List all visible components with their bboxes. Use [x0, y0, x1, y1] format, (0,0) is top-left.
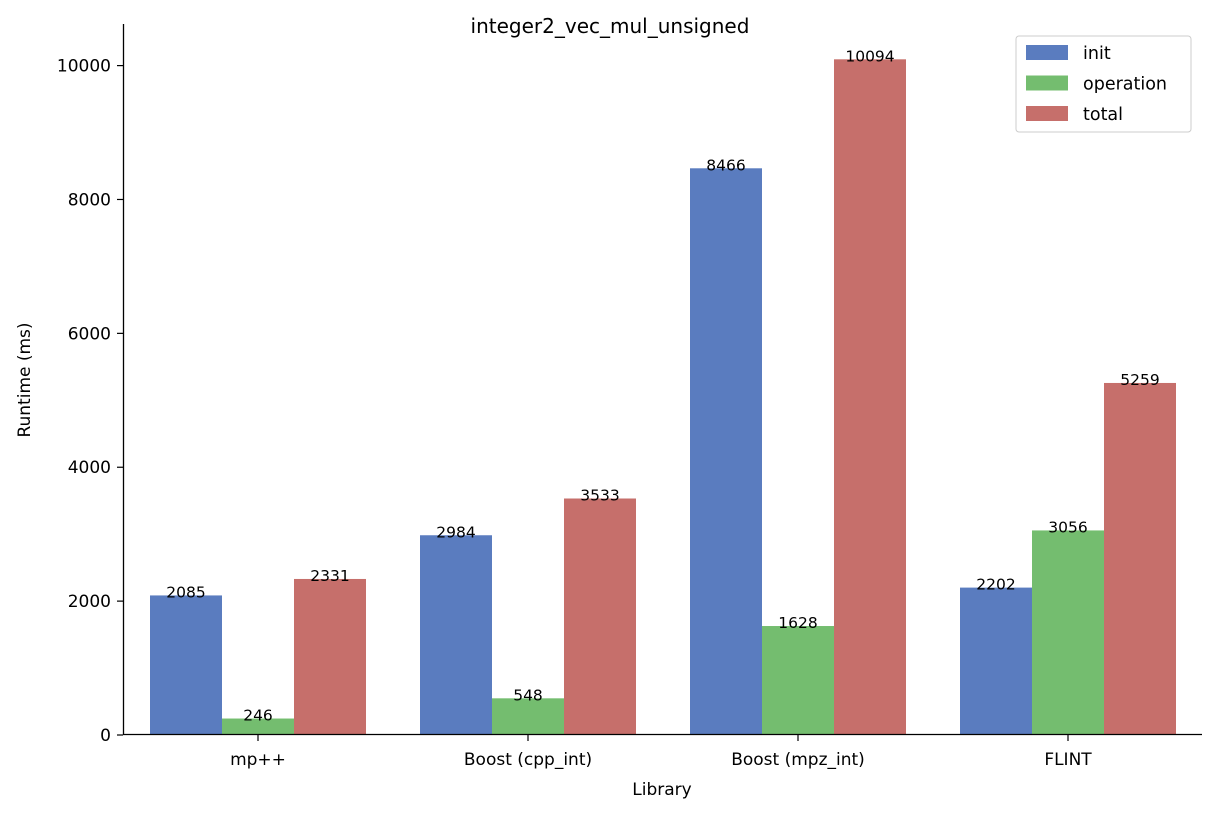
- y-tick-label: 6000: [68, 324, 111, 344]
- legend-swatch-total: [1026, 106, 1068, 121]
- x-tick-label: Boost (cpp_int): [464, 750, 592, 770]
- bar-init-0: [150, 595, 222, 735]
- bar-init-2: [690, 168, 762, 736]
- bar-total-0: [294, 578, 366, 735]
- bar-labels-group: 2085 246 2331 2984 548 3533 8466 1628 10094 2202 3…: [166, 47, 1159, 724]
- bar-init-1: [420, 535, 492, 735]
- bars-group: [150, 59, 1176, 736]
- bar-value-label: 3533: [580, 487, 619, 505]
- bar-value-label: 2085: [166, 583, 205, 601]
- y-tick-label: 0: [100, 726, 111, 746]
- x-tick-label: FLINT: [1044, 750, 1092, 770]
- bar-init-3: [960, 587, 1032, 735]
- x-tick-label: Boost (mpz_int): [731, 750, 865, 770]
- y-tick-label: 8000: [68, 190, 111, 210]
- chart-title: integer2_vec_mul_unsigned: [471, 14, 750, 38]
- bar-value-label: 548: [513, 686, 543, 704]
- legend-label-operation: operation: [1083, 75, 1167, 95]
- y-tick-label: 4000: [68, 458, 111, 478]
- bar-operation-0: [222, 718, 294, 735]
- legend: init operation total: [1015, 35, 1192, 133]
- bar-value-label: 246: [243, 707, 273, 725]
- bar-total-2: [834, 59, 906, 736]
- x-ticks-group: mp++ Boost (cpp_int) Boost (mpz_int) FLINT: [230, 735, 1092, 770]
- legend-swatch-operation: [1026, 75, 1068, 91]
- bar-value-label: 3056: [1048, 518, 1087, 536]
- bar-operation-1: [492, 698, 564, 735]
- bar-value-label: 2331: [310, 567, 349, 585]
- bar-value-label: 2984: [436, 523, 475, 541]
- bar-operation-3: [1032, 530, 1104, 735]
- bar-value-label: 10094: [845, 47, 894, 65]
- bar-value-label: 1628: [778, 614, 817, 632]
- legend-swatch-init: [1026, 45, 1068, 60]
- y-tick-label: 10000: [57, 57, 111, 77]
- bar-total-3: [1104, 382, 1176, 735]
- bar-value-label: 8466: [706, 156, 745, 174]
- y-tick-label: 2000: [68, 592, 111, 612]
- legend-label-total: total: [1083, 105, 1123, 125]
- bar-value-label: 5259: [1120, 371, 1159, 389]
- x-axis-label: Library: [632, 780, 691, 800]
- y-ticks-group: 0 2000 4000 6000 8000 10000: [57, 57, 123, 746]
- x-tick-label: mp++: [230, 750, 286, 770]
- legend-label-init: init: [1083, 44, 1111, 64]
- bar-operation-2: [762, 626, 834, 735]
- y-axis-label: Runtime (ms): [15, 322, 35, 437]
- bar-value-label: 2202: [976, 576, 1015, 594]
- bar-total-1: [564, 498, 636, 735]
